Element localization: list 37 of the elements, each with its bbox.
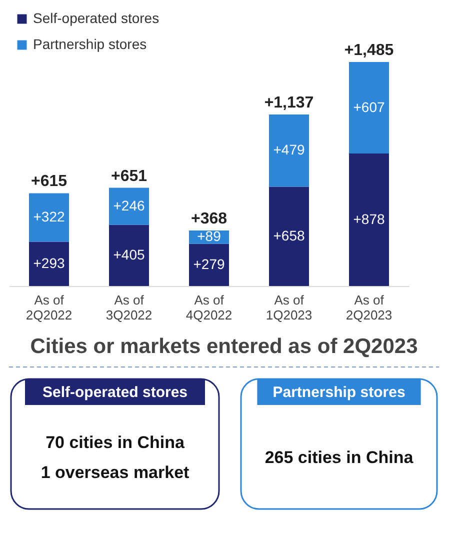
bar <box>349 62 389 154</box>
data-label: +479 <box>273 142 305 158</box>
bar <box>109 188 149 225</box>
total-label: +1,485 <box>344 42 394 59</box>
text: Cities or markets entered as of 2Q2023 <box>30 335 418 358</box>
bar <box>29 242 69 286</box>
total-label: +368 <box>190 210 228 228</box>
data-label: +607 <box>353 98 385 115</box>
data-label: +293 <box>33 254 65 271</box>
bar <box>269 114 309 187</box>
data-label: +322 <box>33 208 65 225</box>
data-label: +89 <box>197 228 222 244</box>
text: 265 cities in China <box>264 448 414 467</box>
total-label: +1,137 <box>264 94 314 112</box>
bar <box>269 186 309 286</box>
data-label: +405 <box>113 246 145 262</box>
x-tick-label: As of 4Q2022 <box>186 292 232 322</box>
legend-label: Self-operated stores <box>33 10 160 26</box>
x-tick-label: As of 2Q2022 <box>26 292 72 322</box>
data-label: +878 <box>353 210 385 227</box>
text: Self-operated stores <box>42 384 188 401</box>
x-tick-label: As of 2Q2023 <box>346 292 392 322</box>
bar <box>189 244 229 286</box>
bar <box>29 193 69 242</box>
text: Partnership stores <box>272 384 406 401</box>
legend-label: Partnership stores <box>33 36 147 52</box>
bar <box>349 154 389 286</box>
data-label: +246 <box>113 197 145 214</box>
x-tick-label: As of 3Q2022 <box>106 292 152 322</box>
data-label: +279 <box>193 256 225 272</box>
bar <box>109 224 149 286</box>
total-label: +615 <box>30 173 68 190</box>
text: 1 overseas market <box>40 463 190 482</box>
x-tick-label: As of 1Q2023 <box>266 292 312 322</box>
total-label: +651 <box>110 168 148 185</box>
data-label: +658 <box>273 227 305 244</box>
text: 70 cities in China <box>46 433 185 452</box>
